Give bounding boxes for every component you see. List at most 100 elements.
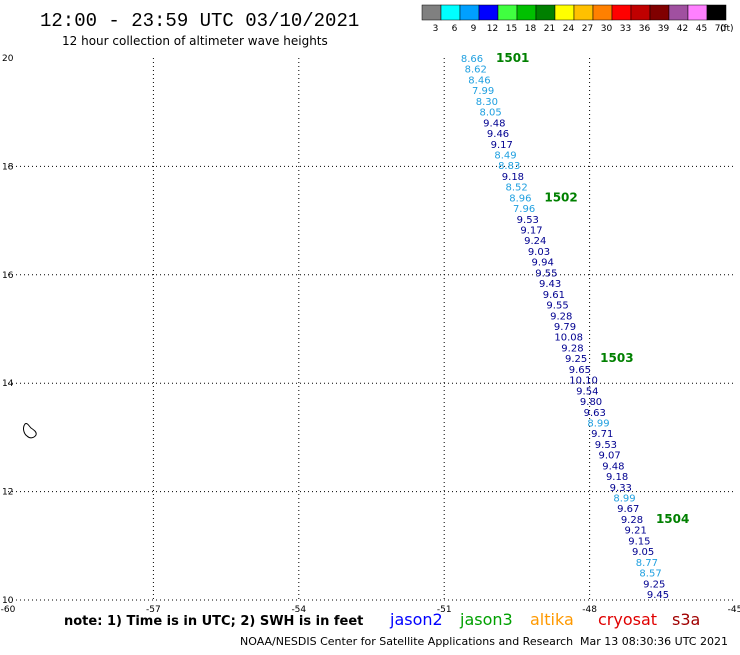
- lat-tick-label: 14: [2, 379, 14, 389]
- track-time-label: 1503: [600, 351, 633, 365]
- wave-height-value: 9.55: [535, 268, 557, 279]
- wave-height-value: 9.94: [532, 258, 554, 269]
- wave-height-value: 10.10: [569, 376, 598, 387]
- legend-swatch: [554, 4, 575, 21]
- satellite-name: altika: [530, 610, 574, 629]
- wave-height-value: 9.71: [591, 429, 613, 440]
- island-outline: [23, 423, 37, 439]
- lon-tick-label: -57: [146, 605, 161, 615]
- lat-tick-label: 10: [2, 596, 14, 606]
- legend-label: 9: [471, 24, 477, 34]
- legend-swatch: [706, 4, 727, 21]
- lat-tick-label: 16: [2, 271, 14, 281]
- legend-label: 27: [582, 24, 593, 34]
- track-time-label: 1502: [544, 190, 577, 204]
- lon-tick-label: -60: [1, 605, 16, 615]
- legend-swatch: [459, 4, 480, 21]
- legend-swatch: [649, 4, 670, 21]
- wave-height-value: 9.53: [517, 215, 539, 226]
- wave-height-value: 9.21: [625, 526, 647, 537]
- wave-height-value: 9.79: [554, 322, 576, 333]
- legend-swatch: [497, 4, 518, 21]
- satellite-name: jason2: [389, 610, 443, 629]
- legend-swatch: [668, 4, 689, 21]
- wave-height-value: 8.99: [613, 494, 635, 505]
- satellite-name: jason3: [459, 610, 513, 629]
- legend-label: 39: [658, 24, 670, 34]
- page-subtitle: 12 hour collection of altimeter wave hei…: [62, 34, 328, 48]
- wave-height-value: 9.33: [610, 483, 632, 494]
- wave-height-value: 9.48: [483, 118, 505, 129]
- legend-swatch: [592, 4, 613, 21]
- wave-height-value: 9.17: [520, 226, 542, 237]
- wave-height-value: 7.96: [513, 204, 535, 215]
- wave-height-value: 8.83: [498, 161, 520, 172]
- wave-height-value: 9.25: [643, 579, 665, 590]
- legend-swatch: [516, 4, 537, 21]
- satellite-name: s3a: [672, 610, 700, 629]
- wave-height-value: 9.28: [550, 311, 572, 322]
- legend-swatch: [478, 4, 499, 21]
- wave-height-value: 8.52: [506, 183, 528, 194]
- wave-height-value: 9.07: [599, 451, 621, 462]
- legend-label: 15: [506, 24, 517, 34]
- footer-timestamp: Mar 13 08:30:36 UTC 2021: [580, 635, 728, 648]
- satellite-legend: jason2 jason3 altika cryosat s3a: [389, 610, 700, 629]
- wave-height-value: 7.99: [472, 86, 494, 97]
- wave-height-value: 9.61: [543, 290, 565, 301]
- color-scale-legend: 3 6 9 12 15 18 21 24 27 30 33 36 39 42 45 70(ft): [421, 4, 734, 34]
- legend-swatch: [687, 4, 708, 21]
- legend-label: 21: [544, 24, 555, 34]
- wave-height-value: 8.49: [494, 150, 516, 161]
- legend-label: 24: [563, 24, 575, 34]
- wave-height-value: 9.25: [565, 354, 587, 365]
- legend-label: 36: [639, 24, 651, 34]
- legend-label: 70: [715, 24, 727, 34]
- wave-height-value: 8.77: [636, 558, 658, 569]
- footer-note: note: 1) Time is in UTC; 2) SWH is in fe…: [64, 614, 363, 629]
- satellite-name: cryosat: [598, 610, 657, 629]
- track-time-label: 1501: [496, 51, 529, 65]
- lon-tick-label: -48: [582, 605, 597, 615]
- wave-height-value: 8.30: [476, 97, 498, 108]
- lon-tick-label: -51: [437, 605, 452, 615]
- legend-unit: (ft): [720, 24, 734, 34]
- legend-label: 42: [677, 24, 688, 34]
- wave-height-value: 9.45: [647, 590, 669, 601]
- wave-height-value: 9.65: [569, 365, 591, 376]
- legend-label: 18: [525, 24, 537, 34]
- wave-height-value: 9.43: [539, 279, 561, 290]
- legend-label: 3: [433, 24, 439, 34]
- wave-height-value: 9.15: [628, 536, 650, 547]
- footer-credit: NOAA/NESDIS Center for Satellite Applica…: [240, 635, 573, 648]
- track-time-label: 1504: [656, 512, 689, 526]
- legend-label: 45: [696, 24, 707, 34]
- wave-height-value: 8.66: [461, 54, 483, 65]
- wave-height-value: 9.48: [602, 461, 624, 472]
- lat-tick-label: 20: [2, 54, 14, 64]
- wave-height-value: 9.54: [576, 386, 598, 397]
- wave-height-value: 8.05: [479, 108, 501, 119]
- wave-height-value: 9.18: [606, 472, 628, 483]
- page-title: 12:00 - 23:59 UTC 03/10/2021: [40, 10, 359, 32]
- legend-swatch: [440, 4, 461, 21]
- legend-label: 33: [620, 24, 631, 34]
- wave-height-value: 9.03: [528, 247, 550, 258]
- wave-height-value: 9.55: [546, 301, 568, 312]
- wave-height-value: 10.08: [554, 333, 583, 344]
- legend-label: 12: [487, 24, 498, 34]
- legend-label: 6: [452, 24, 458, 34]
- wave-height-value: 9.63: [584, 408, 606, 419]
- wave-height-value: 8.57: [639, 569, 661, 580]
- lat-tick-label: 12: [2, 488, 13, 498]
- wave-height-value: 8.46: [468, 75, 490, 86]
- axis-tick-labels: -60 -57 -54 -51 -48 -45 10 12 14 16 18 20: [1, 54, 740, 615]
- legend-swatch: [630, 4, 651, 21]
- wave-height-value: 9.05: [632, 547, 654, 558]
- track-time-labels: 1501 1502 1503 1504: [496, 51, 689, 526]
- wave-height-value: 8.62: [465, 65, 487, 76]
- lon-tick-label: -54: [291, 605, 306, 615]
- legend-swatch: [611, 4, 632, 21]
- wave-height-value: 8.99: [587, 418, 609, 429]
